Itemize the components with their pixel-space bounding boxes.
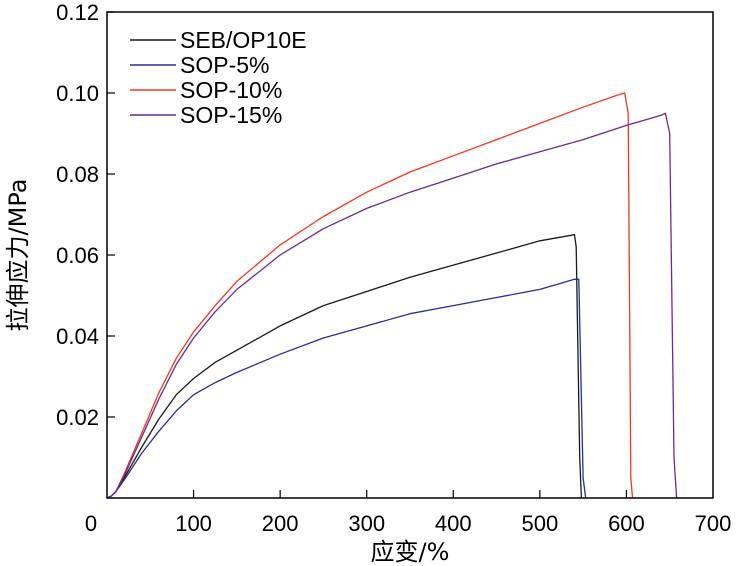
x-tick-label: 600 bbox=[608, 511, 645, 536]
x-tick-label: 500 bbox=[521, 511, 558, 536]
x-tick-label: 200 bbox=[262, 511, 299, 536]
y-tick-label: 0.08 bbox=[56, 162, 99, 187]
legend-label-4: SOP-15% bbox=[180, 102, 282, 128]
y-axis-title: 拉伸应力/MPa bbox=[4, 179, 32, 332]
plot-curves bbox=[106, 92, 678, 499]
series-line-2 bbox=[106, 278, 587, 499]
series-line-4 bbox=[106, 112, 678, 499]
y-tick-label: 0.12 bbox=[56, 0, 99, 25]
x-tick-label: 100 bbox=[175, 511, 212, 536]
x-tick-label: 700 bbox=[695, 511, 732, 536]
legend-label-3: SOP-10% bbox=[180, 77, 282, 103]
y-tick-label: 0.10 bbox=[56, 81, 99, 106]
x-tick-label: 400 bbox=[435, 511, 472, 536]
y-tick-label: 0.04 bbox=[56, 324, 99, 349]
legend-label-1: SEB/OP10E bbox=[180, 27, 307, 53]
y-axis-ticks: 0.02 0.04 0.06 0.08 0.10 0.12 bbox=[56, 0, 115, 430]
y-tick-label: 0.02 bbox=[56, 405, 99, 430]
series-line-1 bbox=[106, 234, 583, 499]
x-tick-label: 0 bbox=[85, 511, 97, 536]
x-axis-title: 应变/% bbox=[371, 538, 450, 566]
y-tick-label: 0.06 bbox=[56, 243, 99, 268]
legend-label-2: SOP-5% bbox=[180, 52, 269, 78]
x-tick-label: 300 bbox=[348, 511, 385, 536]
x-axis-ticks: 0 100 200 300 400 500 600 700 bbox=[85, 490, 731, 536]
series-line-3 bbox=[106, 92, 634, 499]
